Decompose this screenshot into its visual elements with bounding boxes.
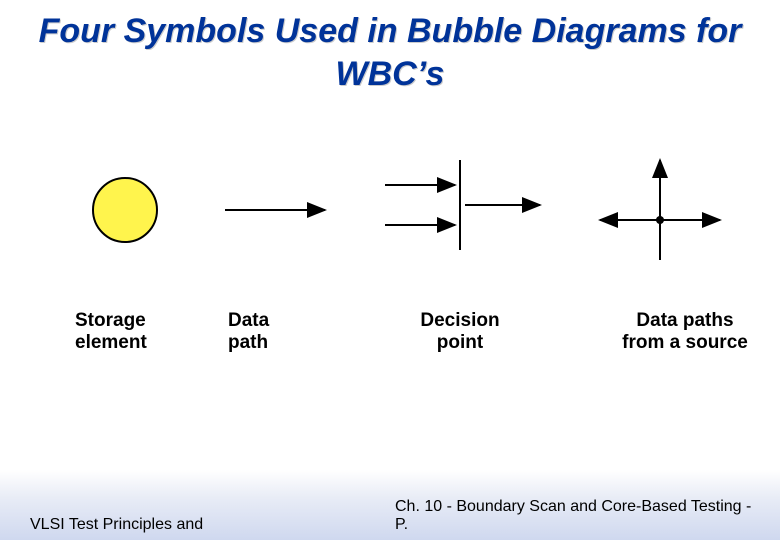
source-junction-dot [656, 216, 664, 224]
label-decision-point: Decision point [400, 310, 520, 354]
storage-circle [93, 178, 157, 242]
label-data-paths-source: Data paths from a source [600, 310, 770, 354]
footer-right-text: Ch. 10 - Boundary Scan and Core-Based Te… [395, 498, 755, 534]
storage-element-symbol [0, 0, 780, 540]
label-storage-element: Storage element [75, 310, 195, 354]
label-data-path: Data path [228, 310, 308, 354]
footer-left-text: VLSI Test Principles and [30, 516, 203, 534]
